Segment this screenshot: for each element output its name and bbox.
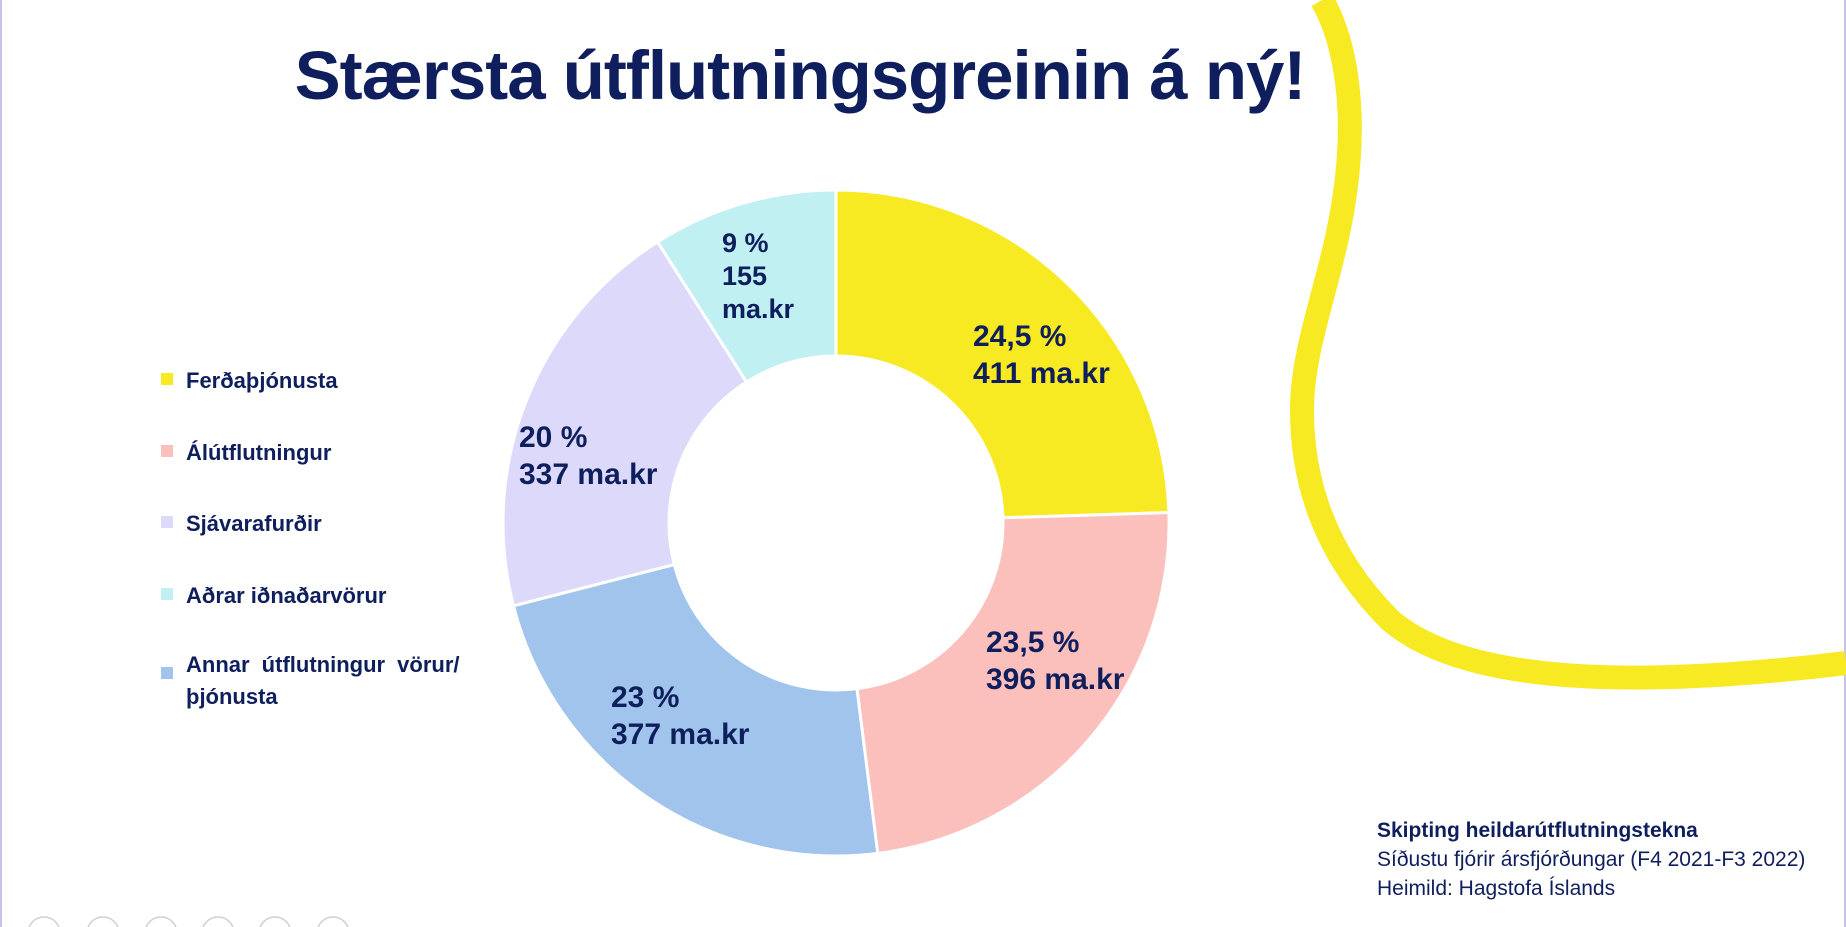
legend-item-ferdathjonusta: Ferðaþjónusta: [161, 364, 491, 397]
legend-swatch: [161, 373, 173, 385]
legend-swatch: [161, 516, 173, 528]
slide-border-right: [1844, 0, 1846, 927]
legend-label: Sjávarafurðir: [186, 511, 322, 536]
slide-title: Stærsta útflutningsgreinin á ný!: [294, 37, 1307, 114]
nav-control: [28, 916, 60, 927]
nav-control: [317, 916, 349, 927]
legend-item-alutflutningur: Álútflutningur: [161, 436, 491, 469]
slice-data-label-line: 377 ma.kr: [611, 718, 750, 751]
nav-control: [259, 916, 291, 927]
source-reference: Heimild: Hagstofa Íslands: [1377, 877, 1616, 900]
slice-data-label-line: 23 %: [611, 681, 679, 714]
legend-label: Álútflutningur: [186, 440, 332, 465]
legend-item-sjavarafurdir: Sjávarafurðir: [161, 507, 491, 540]
legend-swatch: [161, 588, 173, 600]
slice-data-label-line: 155: [722, 261, 767, 291]
slice-data-label-line: 337 ma.kr: [519, 458, 658, 491]
donut-slice: [855, 510, 1171, 856]
slice-data-label-line: 20 %: [519, 421, 587, 454]
legend-item-adrar-idnadarvorur: Aðrar iðnaðarvörur: [161, 579, 491, 612]
legend-swatch: [161, 445, 173, 457]
slice-data-label-line: 23,5 %: [986, 626, 1079, 659]
source-heading: Skipting heildarútflutningstekna: [1377, 819, 1698, 842]
slice-data-label-line: 396 ma.kr: [986, 663, 1125, 696]
slice-data-label: 23,5 % 396 ma.kr: [986, 626, 1125, 696]
donut-slice: [834, 188, 1171, 520]
source-period: Síðustu fjórir ársfjórðungar (F4 2021-F3…: [1377, 848, 1806, 871]
slide-nav-controls[interactable]: [0, 916, 380, 927]
slice-data-label-line: 411 ma.kr: [973, 357, 1110, 390]
donut-slice: [655, 188, 838, 385]
slide-border-left: [0, 0, 2, 927]
slice-data-label: 20 % 337 ma.kr: [519, 421, 658, 491]
slice-data-label: 23 % 377 ma.kr: [611, 681, 750, 751]
nav-control: [202, 916, 234, 927]
slice-data-label-line: 9 %: [722, 228, 769, 258]
legend-label: Aðrar iðnaðarvörur: [186, 583, 387, 608]
legend-swatch: [161, 667, 173, 679]
legend-label-line2: þjónusta: [186, 684, 278, 709]
slice-data-label-line: 24,5 %: [973, 320, 1066, 353]
legend-label: Ferðaþjónusta: [186, 368, 338, 393]
nav-control: [145, 916, 177, 927]
slice-data-label-line: ma.kr: [722, 294, 795, 324]
legend-label: Annar útflutningur vörur/ þjónusta: [186, 649, 460, 713]
donut-slice: [501, 239, 749, 608]
slice-data-label: 9 % 155 ma.kr: [722, 228, 795, 324]
slice-data-label: 24,5 % 411 ma.kr: [973, 320, 1110, 390]
legend-label-line1: Annar útflutningur vörur/: [186, 652, 460, 677]
donut-slice: [511, 562, 880, 858]
nav-control: [87, 916, 119, 927]
source-note: Skipting heildarútflutningstekna Síðustu…: [1377, 816, 1837, 903]
legend-item-annar-utflutningur: Annar útflutningur vörur/ þjónusta: [161, 649, 491, 713]
